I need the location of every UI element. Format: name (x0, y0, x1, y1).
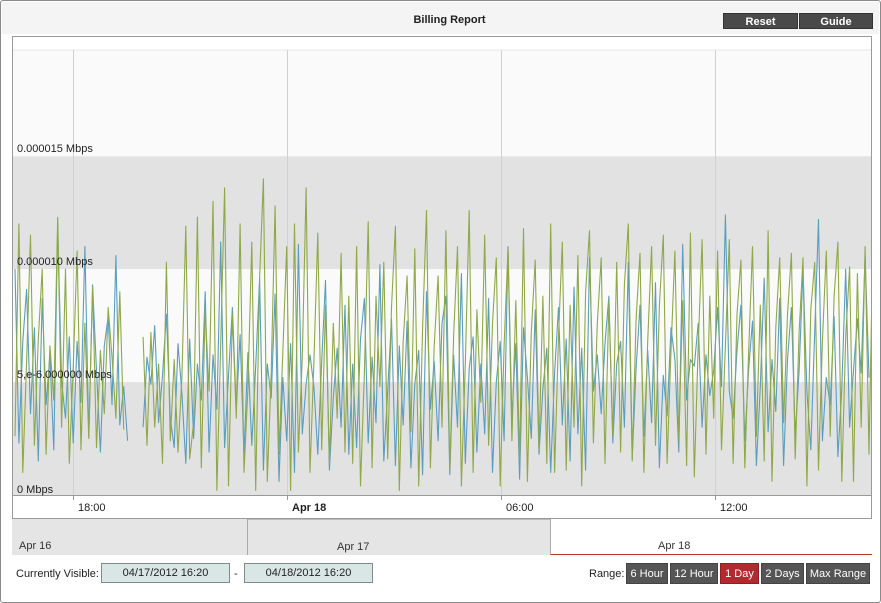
y-tick-label-1: 5,e-6.000000 Mbps (17, 369, 112, 381)
guide-button[interactable]: Guide (799, 13, 873, 29)
range-max-button[interactable]: Max Range (806, 563, 870, 584)
range-12-hour-button[interactable]: 12 Hour (670, 563, 718, 584)
navigator-segment-left[interactable]: Apr 16 (12, 519, 248, 555)
page-title: Billing Report (413, 14, 486, 26)
navigator-label-apr16: Apr 16 (19, 540, 52, 552)
x-tick-label-1: Apr 18 (292, 502, 326, 514)
range-2-days-button[interactable]: 2 Days (761, 563, 804, 584)
range-1-day-button[interactable]: 1 Day (720, 563, 759, 584)
x-tick-label-3: 12:00 (720, 502, 748, 514)
reset-button[interactable]: Reset (723, 13, 798, 29)
y-tick-label-3: 0.000015 Mbps (17, 143, 93, 155)
range-6-hour-button[interactable]: 6 Hour (626, 563, 668, 584)
range-navigator[interactable]: Apr 16 Apr 17 Apr 18 (12, 519, 872, 555)
x-tick-label-2: 06:00 (506, 502, 534, 514)
range-label: Range: (589, 568, 625, 580)
y-band-0 (13, 382, 871, 495)
navigator-label-apr17: Apr 17 (337, 541, 370, 553)
navigator-segment-middle[interactable]: Apr 17 (248, 519, 550, 555)
y-band-3 (13, 50, 871, 157)
navigator-label-apr18: Apr 18 (658, 540, 691, 552)
plot-top-strip (13, 37, 871, 50)
x-axis-area (13, 496, 871, 518)
y-tick-label-2: 0.000010 Mbps (17, 256, 93, 268)
y-band-2 (13, 156, 871, 270)
from-date-field[interactable]: 04/17/2012 16:20 (101, 563, 230, 583)
date-separator: - (234, 568, 238, 580)
chart-canvas[interactable]: 0 Mbps 5,e-6.000000 Mbps 0.000010 Mbps 0.00… (13, 37, 871, 518)
currently-visible-label: Currently Visible: (16, 568, 99, 580)
series-line-1 (14, 178, 871, 492)
y-tick-label-0: 0 Mbps (17, 484, 54, 496)
navigator-selected-window[interactable]: Apr 18 (550, 519, 872, 555)
billing-chart: 0 Mbps 5,e-6.000000 Mbps 0.000010 Mbps 0.00… (12, 36, 872, 519)
to-date-field[interactable]: 04/18/2012 16:20 (244, 563, 373, 583)
x-tick-label-0: 18:00 (78, 502, 106, 514)
